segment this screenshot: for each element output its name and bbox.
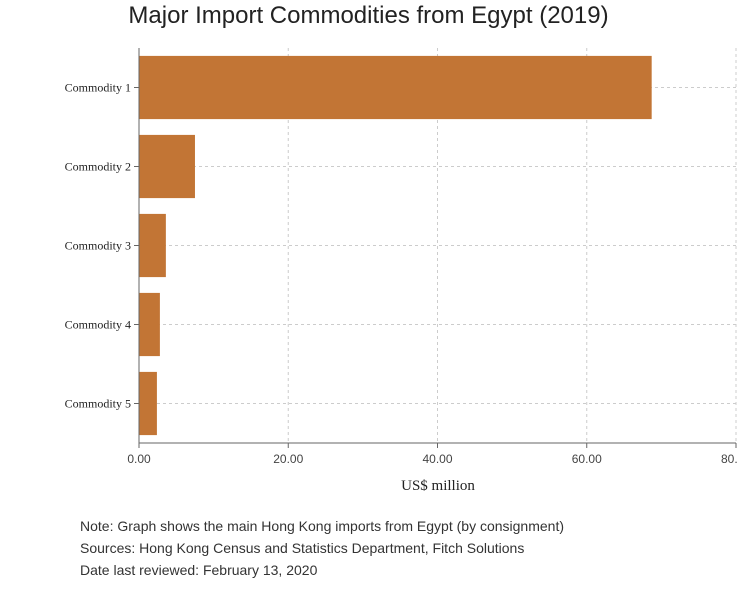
category-label: Commodity 5 bbox=[65, 397, 131, 411]
category-label: Commodity 2 bbox=[65, 160, 131, 174]
axis-layer bbox=[134, 48, 737, 448]
label-layer: 0.00 20.00 40.00 60.00 80.00 Commodity 1 Commo… bbox=[65, 81, 737, 467]
bar-layer bbox=[139, 55, 652, 436]
x-tick-label: 40.00 bbox=[422, 452, 452, 466]
bar bbox=[139, 55, 652, 120]
chart-title: Major Import Commodities from Egypt (201… bbox=[128, 2, 609, 29]
x-tick-label: 0.00 bbox=[127, 452, 151, 466]
x-tick-label: 80.00 bbox=[721, 452, 737, 466]
category-label: Commodity 4 bbox=[65, 318, 131, 332]
bar bbox=[139, 371, 157, 436]
note-text: Note: Graph shows the main Hong Kong imp… bbox=[80, 518, 564, 534]
reviewed-date-text: Date last reviewed: February 13, 2020 bbox=[80, 562, 318, 578]
category-label: Commodity 3 bbox=[65, 239, 131, 253]
bar bbox=[139, 213, 166, 278]
bar bbox=[139, 292, 160, 357]
chart-notes: Note: Graph shows the main Hong Kong imp… bbox=[80, 515, 564, 581]
category-label: Commodity 1 bbox=[65, 81, 131, 95]
bar bbox=[139, 134, 195, 199]
bar-chart: 0.00 20.00 40.00 60.00 80.00 Commodity 1 Commo… bbox=[65, 48, 737, 494]
x-tick-label: 20.00 bbox=[273, 452, 303, 466]
x-axis-label: US$ million bbox=[401, 478, 475, 494]
sources-text: Sources: Hong Kong Census and Statistics… bbox=[80, 540, 525, 556]
x-tick-label: 60.00 bbox=[572, 452, 602, 466]
